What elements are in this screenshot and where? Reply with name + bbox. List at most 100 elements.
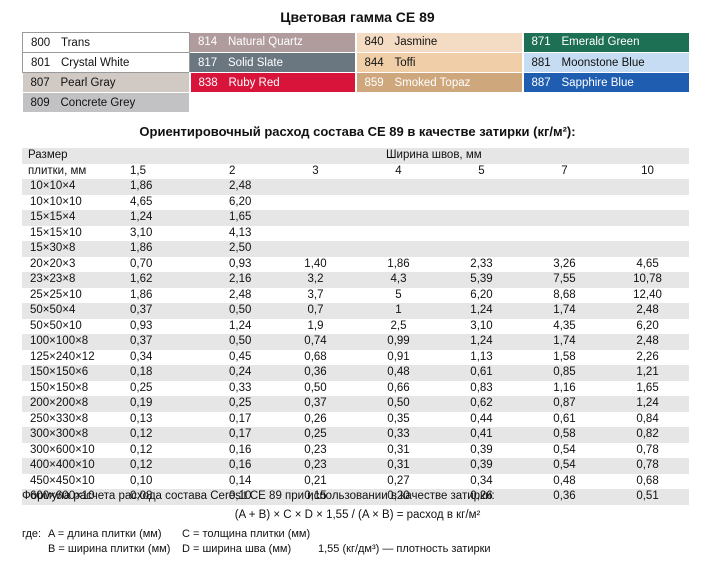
color-palette-table: 800 Trans 814 Natural Quartz 840 Jasmine 871 Em… [22, 32, 691, 113]
table-row: 50×50×10 0,93 1,24 1,9 2,5 3,10 4,35 6,20 [22, 319, 689, 335]
tile-size-cell: 50×50×4 [22, 303, 114, 319]
consumption-value-cell: 0,61 [440, 365, 523, 381]
consumption-value-cell: 2,16 [192, 272, 274, 288]
consumption-value-cell: 0,18 [114, 365, 192, 381]
consumption-value-cell [606, 195, 689, 211]
consumption-value-cell: 1,65 [192, 210, 274, 226]
color-name: Trans [61, 36, 90, 49]
consumption-value-cell: 3,10 [470, 319, 493, 332]
width-col-header: 10 [641, 164, 654, 177]
consumption-value-cell: 0,44 [470, 412, 493, 425]
color-swatch: 838 Ruby Red [189, 72, 357, 93]
color-swatch: 840 Jasmine [355, 32, 524, 53]
consumption-value-cell [357, 210, 440, 226]
color-name: Crystal White [61, 56, 130, 69]
consumption-value-cell: 10,78 [606, 272, 690, 288]
color-name: Smoked Topaz [394, 76, 471, 89]
table-row: 450×450×10 0,10 0,14 0,21 0,27 0,34 0,48 0,68 [22, 474, 689, 490]
color-name: Concrete Grey [60, 96, 136, 109]
consumption-value-cell: 0,23 [274, 458, 357, 474]
table-row: 100×100×8 0,37 0,50 0,74 0,99 1,24 1,74 2,48 [22, 334, 690, 350]
consumption-value-cell: 0,33 [229, 381, 252, 394]
consumption-value-cell: 2,48 [229, 288, 252, 301]
consumption-value-cell: 3,26 [553, 257, 576, 270]
consumption-value-cell: 0,36 [274, 365, 357, 381]
consumption-value-cell: 6,20 [470, 288, 493, 301]
table-row: 125×240×12 0,34 0,45 0,68 0,91 1,13 1,58 2,26 [22, 350, 689, 366]
consumption-value-cell: 0,51 [606, 489, 690, 505]
consumption-value-cell [606, 210, 690, 226]
tile-size-cell: 400×400×10 [22, 458, 114, 474]
empty-cell [522, 92, 691, 113]
consumption-value-cell: 0,20 [357, 489, 440, 505]
consumption-value-cell: 1,40 [304, 257, 327, 270]
consumption-value-cell [606, 179, 690, 195]
consumption-value-cell: 0,37 [114, 334, 192, 350]
consumption-value-cell: 6,20 [636, 319, 659, 332]
color-code: 838 [198, 76, 218, 89]
color-name: Sapphire Blue [561, 76, 634, 89]
consumption-value-cell: 1,16 [553, 381, 576, 394]
color-code: 844 [364, 56, 384, 69]
table-row: 300×600×10 0,12 0,16 0,23 0,31 0,39 0,54 0,78 [22, 443, 689, 459]
width-col-header: 2 [229, 164, 236, 177]
formula-equation: (A + B) × C × D × 1,55 / (A × B) = расхо… [234, 509, 481, 521]
consumption-value-cell: 1,24 [229, 319, 252, 332]
consumption-value-cell: 0,66 [387, 381, 410, 394]
consumption-value-cell: 7,55 [523, 272, 606, 288]
consumption-value-cell: 0,91 [387, 350, 410, 363]
consumption-value-cell: 4,3 [357, 272, 440, 288]
consumption-value-cell [357, 179, 440, 195]
consumption-value-cell: 1,24 [440, 334, 523, 350]
consumption-value-cell: 1,86 [387, 257, 410, 270]
color-code: 809 [30, 96, 50, 109]
consumption-value-cell: 0,54 [553, 443, 576, 456]
consumption-value-cell: 0,84 [636, 412, 659, 425]
consumption-value-cell: 0,93 [130, 319, 153, 332]
consumption-value-cell: 2,48 [606, 303, 690, 319]
consumption-value-cell: 0,19 [114, 396, 192, 412]
consumption-value-cell: 0,87 [523, 396, 606, 412]
consumption-header-row-1: Размер Ширина швов, мм [22, 148, 690, 164]
consumption-value-cell: 2,33 [470, 257, 493, 270]
consumption-value-cell [440, 226, 523, 242]
consumption-value-cell: 0,34 [470, 474, 493, 487]
color-code: 814 [198, 36, 218, 49]
consumption-value-cell: 1,74 [523, 334, 606, 350]
color-name: Emerald Green [561, 36, 640, 49]
consumption-value-cell: 0,54 [523, 458, 606, 474]
consumption-value-cell [523, 195, 606, 211]
empty-cell [189, 92, 357, 113]
table-row: 10×10×4 1,86 2,48 [22, 179, 690, 195]
tile-size-cell: 200×200×8 [22, 396, 114, 412]
consumption-value-cell [274, 195, 357, 211]
consumption-value-cell: 0,62 [440, 396, 523, 412]
consumption-value-cell: 1,24 [114, 210, 192, 226]
consumption-value-cell: 0,35 [387, 412, 410, 425]
consumption-value-cell [523, 241, 606, 257]
palette-row: 801 Crystal White 817 Solid Slate 844 Toffi 88… [22, 52, 691, 73]
consumption-table: Размер Ширина швов, мм плитки, мм 1,5 2 … [22, 148, 690, 505]
tile-size-cell: 100×100×8 [22, 334, 114, 350]
color-swatch: 809 Concrete Grey [22, 92, 191, 113]
table-row: 15×15×10 3,10 4,13 [22, 226, 689, 242]
tile-size-cell: 50×50×10 [30, 319, 82, 332]
consumption-value-cell: 0,25 [192, 396, 274, 412]
color-swatch: 801 Crystal White [22, 52, 190, 73]
tile-size-cell: 300×300×8 [22, 427, 114, 443]
a-definition: A = длина плитки (мм) [48, 528, 162, 540]
empty-cell [355, 92, 524, 113]
consumption-value-cell [357, 226, 440, 242]
consumption-value-cell: 0,17 [192, 427, 274, 443]
density-note: 1,55 (кг/дм³) — плотность затирки [318, 543, 491, 555]
consumption-value-cell: 0,12 [130, 443, 153, 456]
color-code: 881 [531, 56, 551, 69]
consumption-value-cell: 0,10 [130, 474, 153, 487]
c-definition: C = толщина плитки (мм) [182, 528, 311, 540]
tile-size-cell: 450×450×10 [30, 474, 95, 487]
consumption-value-cell: 4,35 [553, 319, 576, 332]
consumption-value-cell: 0,61 [553, 412, 576, 425]
consumption-value-cell: 2,48 [606, 334, 690, 350]
consumption-value-cell: 1,21 [606, 365, 690, 381]
consumption-value-cell: 0,48 [553, 474, 576, 487]
